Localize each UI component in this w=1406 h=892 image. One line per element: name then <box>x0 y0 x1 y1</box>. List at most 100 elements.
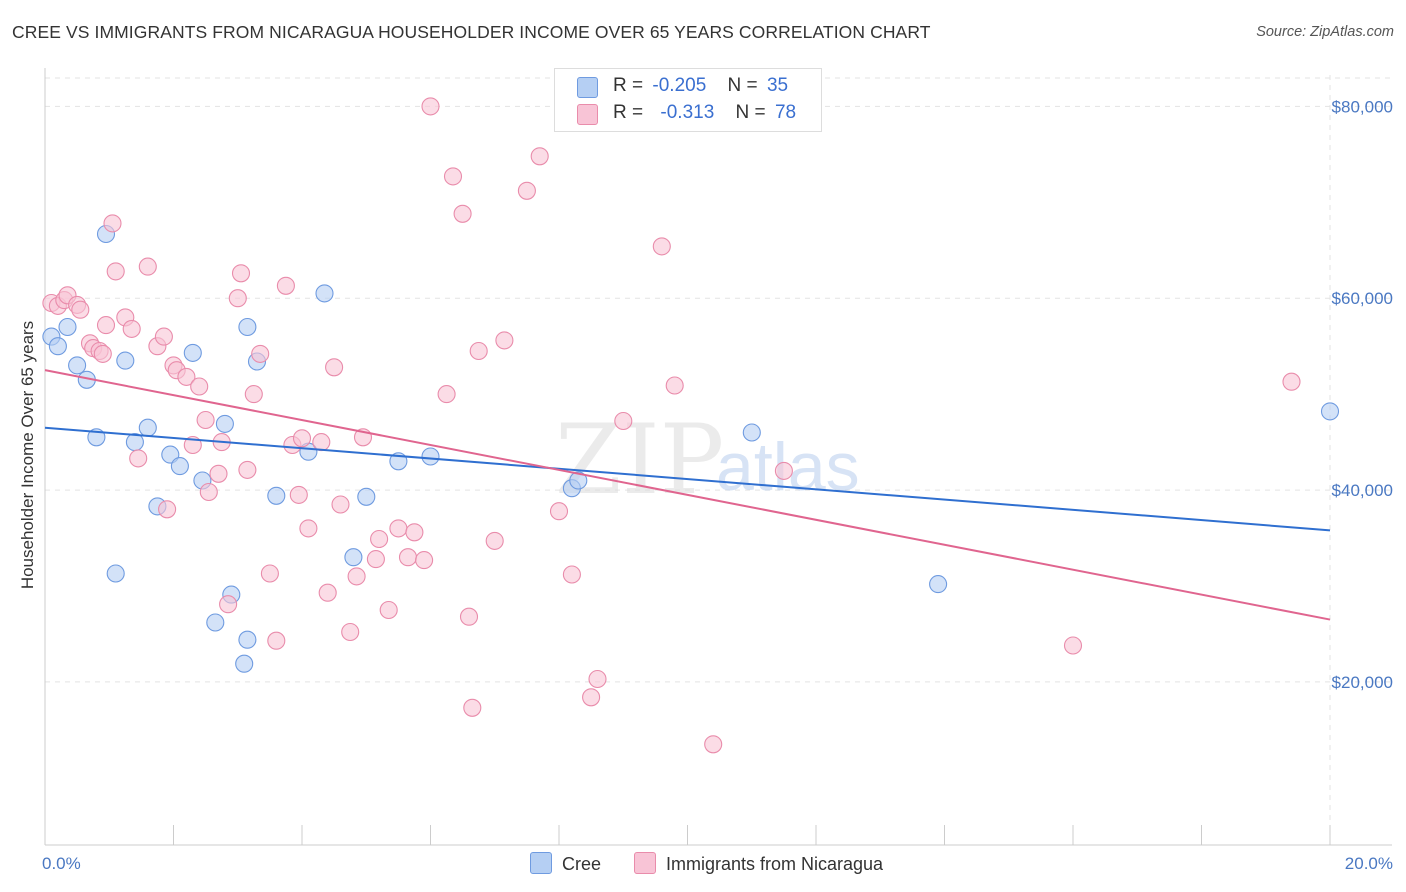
x-tick-label-max: 20.0% <box>1345 854 1393 873</box>
nicaragua-point-59 <box>453 204 472 223</box>
y-tick-labels: $20,000 $40,000 $60,000 $80,000 <box>1332 97 1393 692</box>
stats-legend: R = -0.205 N = 35 R = -0.313 N = 78 <box>554 68 822 132</box>
nicaragua-point-64 <box>495 331 514 350</box>
nicaragua-point-43 <box>318 583 337 602</box>
legend-r-value-nicaragua: -0.313 <box>660 102 715 123</box>
cree-point-17 <box>215 414 234 433</box>
legend-n-label: N = <box>735 102 766 123</box>
nicaragua-point-71 <box>614 411 633 431</box>
cree-point-20 <box>238 630 257 649</box>
nicaragua-point-69 <box>582 688 601 707</box>
nicaragua-point-72 <box>652 237 671 256</box>
y-axis-title: Householder Income Over 65 years <box>18 321 37 589</box>
cree-point-26 <box>344 548 363 567</box>
nicaragua-point-24 <box>190 377 209 396</box>
cree-point-21 <box>238 317 257 337</box>
cree-point-27 <box>357 487 376 506</box>
nicaragua-point-22 <box>177 367 196 386</box>
chart-title: CREE VS IMMIGRANTS FROM NICARAGUA HOUSEH… <box>12 22 931 42</box>
y-tick-label-3: $80,000 <box>1332 97 1393 116</box>
nicaragua-point-5 <box>71 300 90 319</box>
nicaragua-point-26 <box>199 482 218 502</box>
nicaragua-point-45 <box>331 495 350 514</box>
cree-point-14 <box>183 343 202 362</box>
nicaragua-point-47 <box>347 567 366 586</box>
cree-point-13 <box>170 457 189 476</box>
legend-r-label: R = <box>613 75 644 96</box>
nicaragua-point-36 <box>267 631 286 650</box>
nicaragua-point-44 <box>325 358 344 377</box>
nicaragua-point-29 <box>219 595 238 614</box>
y-tick-label-1: $40,000 <box>1332 481 1393 500</box>
nicaragua-point-68 <box>562 565 581 584</box>
x-tick-label-min: 0.0% <box>42 854 81 873</box>
series-label-cree: Cree <box>562 854 602 874</box>
nicaragua-point-14 <box>122 319 141 338</box>
nicaragua-point-63 <box>485 531 504 550</box>
series-swatch-nicaragua <box>634 852 656 874</box>
watermark-zip: ZIP <box>555 404 724 516</box>
y-tick-label-0: $20,000 <box>1332 673 1393 692</box>
nicaragua-point-37 <box>276 276 295 295</box>
nicaragua-point-33 <box>244 385 263 404</box>
nicaragua-point-67 <box>549 502 569 521</box>
nicaragua-point-34 <box>251 344 270 363</box>
series-label-nicaragua: Immigrants from Nicaragua <box>666 854 884 874</box>
trend-lines <box>44 369 1331 621</box>
legend-swatch-cree <box>577 77 598 98</box>
nicaragua-point-57 <box>437 385 456 404</box>
nicaragua-point-75 <box>774 461 793 480</box>
nicaragua-point-41 <box>299 519 318 538</box>
legend-swatch-nicaragua <box>577 104 598 125</box>
cree-point-7 <box>106 564 125 583</box>
nicaragua-point-19 <box>158 500 177 519</box>
cree-point-32 <box>742 423 761 442</box>
x-tick-labels: 0.0% 20.0% <box>42 854 1393 873</box>
cree-point-29 <box>421 447 440 466</box>
source-credit: Source: ZipAtlas.com <box>1256 24 1394 40</box>
data-points <box>42 97 1340 754</box>
cree-point-25 <box>315 284 334 303</box>
nicaragua-point-66 <box>530 147 549 166</box>
nicaragua-point-50 <box>370 529 389 549</box>
cree-point-16 <box>206 613 225 632</box>
nicaragua-point-55 <box>415 551 434 570</box>
cree-point-31 <box>569 471 588 490</box>
nicaragua-point-9 <box>93 344 112 363</box>
nicaragua-point-31 <box>231 264 251 283</box>
nicaragua-point-27 <box>209 464 228 483</box>
nicaragua-point-62 <box>469 341 488 361</box>
nicaragua-point-77 <box>1282 372 1301 391</box>
axes <box>44 68 1392 846</box>
nicaragua-point-53 <box>398 548 418 567</box>
cree-point-3 <box>68 356 87 375</box>
nicaragua-point-15 <box>129 449 148 468</box>
cree-point-33 <box>929 575 948 594</box>
nicaragua-point-42 <box>312 433 331 452</box>
nicaragua-point-39 <box>289 485 308 504</box>
legend-n-label: N = <box>727 75 758 96</box>
series-swatch-cree <box>530 852 552 874</box>
nicaragua-point-40 <box>292 429 312 448</box>
cree-point-8 <box>116 351 135 370</box>
nicaragua-point-18 <box>154 327 173 346</box>
nicaragua-point-11 <box>103 214 122 233</box>
nicaragua-point-16 <box>138 257 157 276</box>
cree-point-2 <box>58 317 77 337</box>
nicaragua-point-46 <box>341 622 360 642</box>
nicaragua-point-76 <box>1063 636 1083 655</box>
cree-point-23 <box>267 486 286 505</box>
cree-trend-line <box>44 426 1331 532</box>
nicaragua-point-35 <box>260 564 279 583</box>
cree-point-34 <box>1320 402 1340 421</box>
nicaragua-point-74 <box>704 735 723 754</box>
nicaragua-point-51 <box>379 600 398 620</box>
cree-point-1 <box>48 337 67 356</box>
legend-r-label: R = <box>613 102 644 123</box>
nicaragua-point-58 <box>443 167 463 186</box>
nicaragua-point-54 <box>405 523 424 542</box>
nicaragua-point-49 <box>366 550 385 569</box>
nicaragua-point-10 <box>96 316 116 335</box>
cree-point-19 <box>235 654 254 673</box>
